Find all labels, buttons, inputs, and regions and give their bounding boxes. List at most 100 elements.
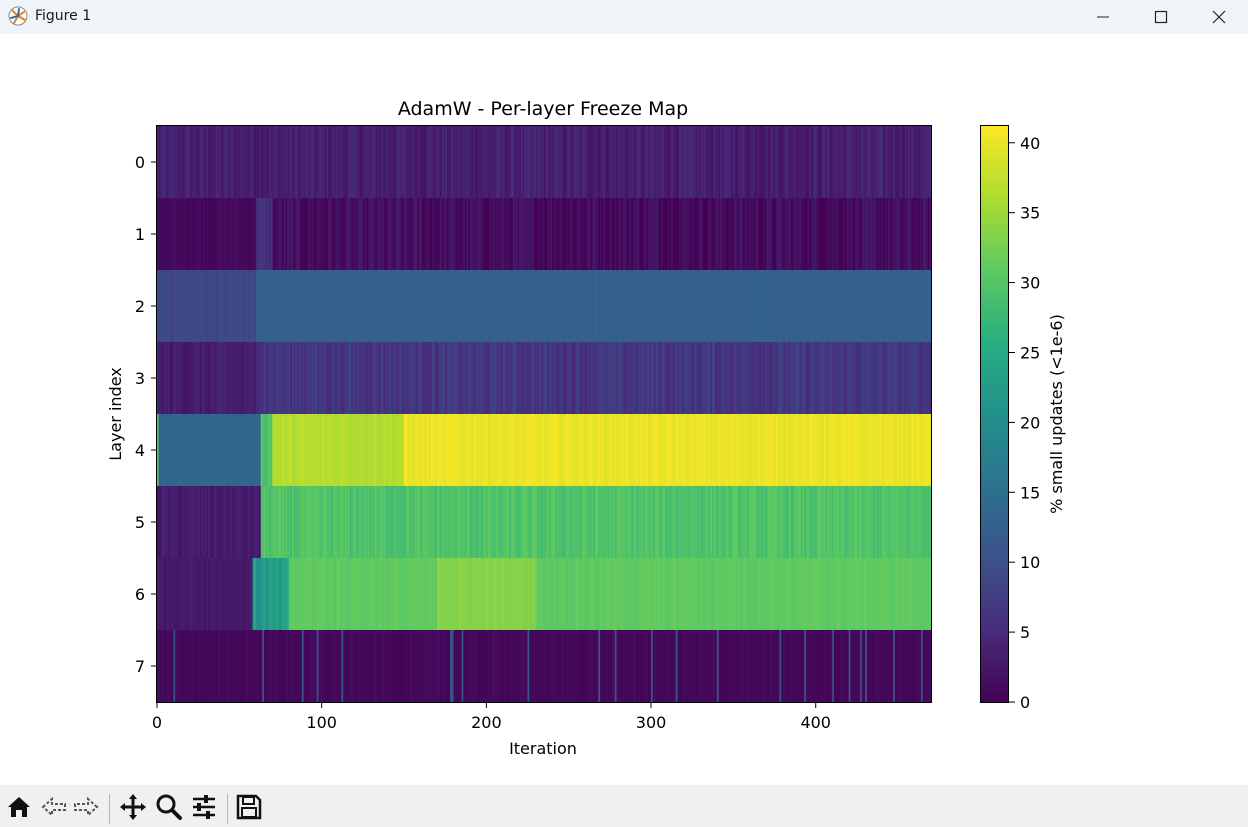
heatmap-cell [407, 126, 410, 199]
configure-subplots-button[interactable] [188, 791, 220, 823]
heatmap-cell [497, 630, 500, 703]
heatmap-cell [160, 630, 163, 703]
heatmap-cell [817, 558, 820, 631]
close-button[interactable] [1190, 0, 1248, 34]
heatmap-cell [359, 342, 362, 415]
heatmap-cell [369, 558, 372, 631]
heatmap-cell [683, 630, 686, 703]
heatmap-cell [825, 270, 828, 343]
heatmap-cell [651, 486, 654, 559]
heatmap-cell [585, 414, 588, 487]
heatmap-cell [474, 198, 477, 271]
pan-button[interactable] [117, 791, 149, 823]
heatmap-cell [670, 486, 673, 559]
heatmap-cell [896, 414, 899, 487]
heatmap-cell [711, 486, 714, 559]
heatmap-cell [214, 198, 217, 271]
heatmap-cell [259, 198, 262, 271]
heatmap-cell [427, 126, 430, 199]
heatmap-cell [817, 198, 820, 271]
heatmap-cell [809, 486, 812, 559]
heatmap-cell [209, 126, 212, 199]
heatmap-cell [453, 630, 456, 703]
heatmap-cell [680, 126, 683, 199]
maximize-button[interactable] [1132, 0, 1190, 34]
heatmap-cell [234, 486, 237, 559]
heatmap-cell [501, 342, 504, 415]
heatmap-cell [464, 486, 467, 559]
heatmap-cell [481, 414, 484, 487]
heatmap-cell [868, 558, 871, 631]
heatmap-cell [713, 198, 716, 271]
heatmap-cell [456, 342, 459, 415]
heatmap-cell [789, 342, 792, 415]
heatmap-cell [828, 270, 831, 343]
heatmap-cell [879, 558, 882, 631]
heatmap-cell [595, 126, 598, 199]
heatmap-cell [296, 342, 299, 415]
heatmap-cell [618, 486, 621, 559]
heatmap-cell [478, 198, 481, 271]
heatmap-cell [926, 126, 929, 199]
heatmap-cell [163, 630, 166, 703]
heatmap-cell [405, 198, 408, 271]
heatmap-cell [748, 486, 751, 559]
heatmap-cell [626, 342, 629, 415]
heatmap-cell [328, 126, 331, 199]
heatmap-cell [766, 342, 769, 415]
heatmap-cell [553, 486, 556, 559]
heatmap-cell [354, 126, 357, 199]
heatmap-cell [158, 126, 161, 199]
heatmap-cell [827, 270, 830, 343]
heatmap-cell [725, 630, 728, 703]
heatmap-cell [474, 630, 477, 703]
heatmap-cell [825, 558, 828, 631]
heatmap-cell [562, 270, 565, 343]
heatmap-cell [176, 342, 179, 415]
heatmap-cell [530, 270, 533, 343]
heatmap-cell [380, 558, 383, 631]
heatmap-cell [912, 630, 915, 703]
heatmap-cell [853, 198, 856, 271]
heatmap-cell [876, 558, 879, 631]
heatmap-cell [331, 126, 334, 199]
heatmap-cell [847, 414, 850, 487]
heatmap-cell [469, 270, 472, 343]
heatmap-cell [606, 126, 609, 199]
back-button[interactable] [38, 791, 70, 823]
home-button[interactable] [3, 791, 35, 823]
heatmap-cell [735, 486, 738, 559]
heatmap-cell [343, 270, 346, 343]
heatmap-cell [453, 414, 456, 487]
heatmap-cell [926, 414, 929, 487]
heatmap-cell [919, 558, 922, 631]
heatmap-cell [769, 342, 772, 415]
heatmap-cell [604, 342, 607, 415]
heatmap-cell [278, 342, 281, 415]
heatmap-cell [240, 486, 243, 559]
heatmap-cell [318, 414, 321, 487]
heatmap-cell [509, 558, 512, 631]
heatmap-cell [642, 414, 645, 487]
heatmap-cell [726, 414, 729, 487]
heatmap-cell [394, 198, 397, 271]
save-button[interactable] [233, 791, 265, 823]
heatmap-cell [878, 342, 881, 415]
heatmap-cell [474, 342, 477, 415]
forward-button[interactable] [70, 791, 102, 823]
heatmap-cell [827, 414, 830, 487]
heatmap-cell [572, 198, 574, 271]
heatmap-cell [262, 630, 265, 703]
heatmap-cell [922, 342, 925, 415]
heatmap-cell [499, 198, 502, 271]
heatmap-cell [181, 486, 184, 559]
heatmap-cell [366, 270, 369, 343]
heatmap-cell [372, 558, 375, 631]
heatmap-cell [520, 414, 523, 487]
heatmap-cell [305, 486, 308, 559]
heatmap-cell [812, 126, 815, 199]
minimize-button[interactable] [1074, 0, 1132, 34]
heatmap-cell [334, 270, 337, 343]
zoom-button[interactable] [153, 791, 185, 823]
heatmap-cell [814, 558, 817, 631]
